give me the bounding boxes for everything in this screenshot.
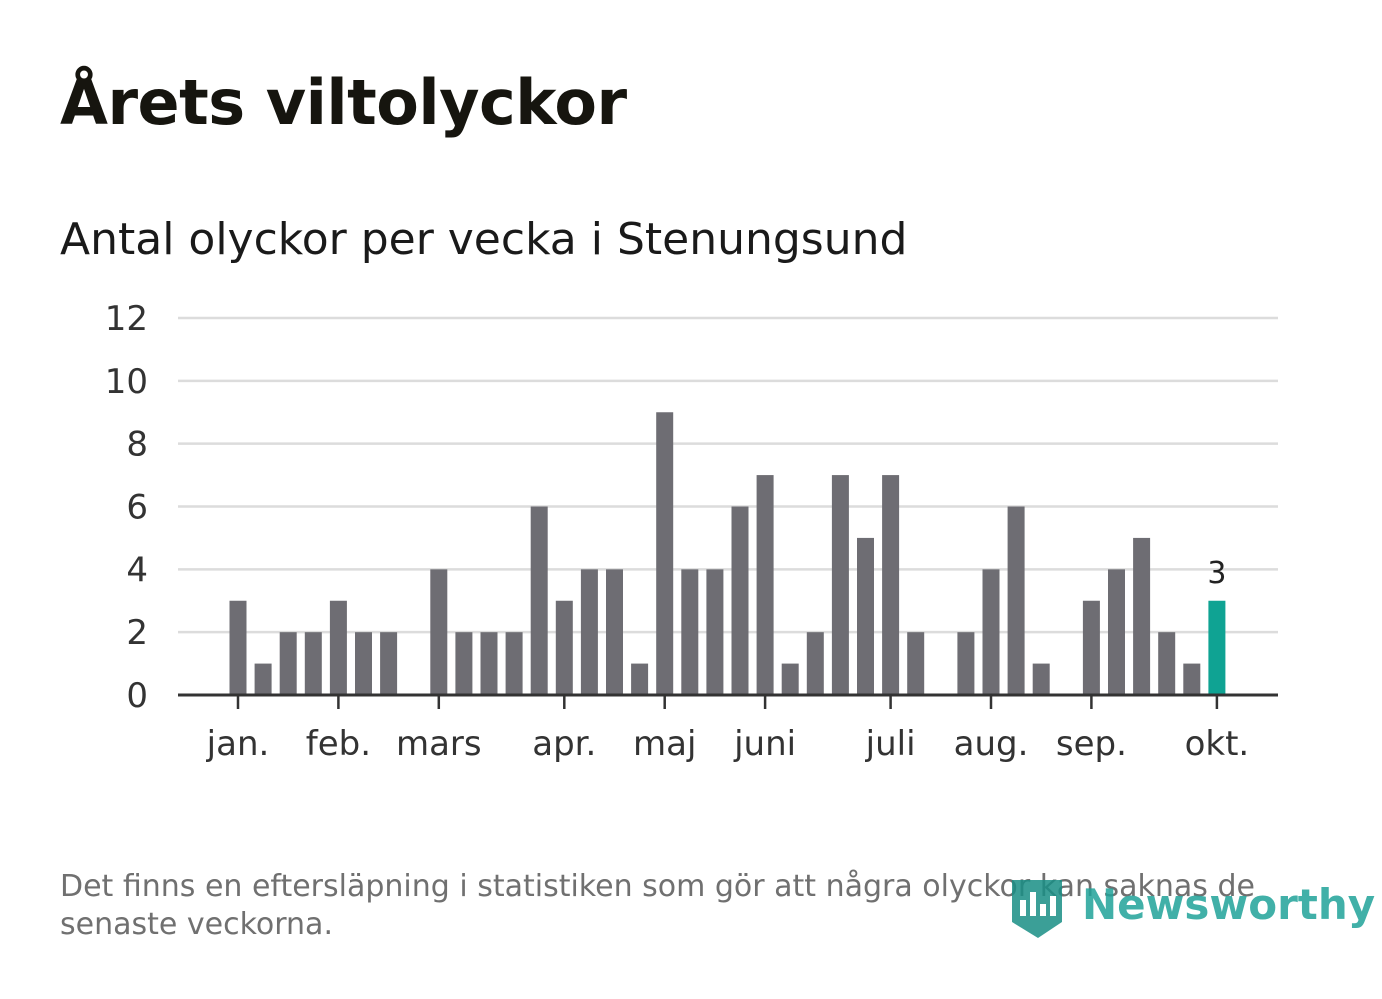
bar <box>254 663 272 695</box>
bar <box>857 537 874 695</box>
bar <box>304 632 322 695</box>
bar-highlight <box>1208 600 1226 695</box>
bar <box>355 632 372 695</box>
bars <box>229 412 1226 695</box>
y-tick-label: 4 <box>126 550 148 590</box>
bar <box>380 632 398 695</box>
x-tick-label: apr. <box>532 724 596 764</box>
newsworthy-logo: Newsworthy <box>1010 878 1375 942</box>
bar <box>756 475 774 695</box>
x-tick-label: jan. <box>206 724 270 764</box>
bar <box>907 632 925 695</box>
bar <box>555 600 573 695</box>
bar <box>580 569 598 695</box>
chart-subtitle: Antal olyckor per vecka i Stenungsund <box>60 214 908 265</box>
logo-text: Newsworthy <box>1082 880 1376 929</box>
bar <box>1133 537 1151 695</box>
bar <box>455 632 473 695</box>
bar <box>781 663 799 695</box>
bar <box>957 632 975 695</box>
x-axis <box>178 693 1278 709</box>
highlight-value-label: 3 <box>1207 556 1226 591</box>
bar <box>982 569 1000 695</box>
bar <box>1158 632 1176 695</box>
bar <box>505 632 523 695</box>
chart-title: Årets viltolyckor <box>60 66 627 139</box>
bar <box>480 632 498 695</box>
bar <box>806 632 824 695</box>
annotations: 3 <box>1207 556 1226 591</box>
y-tick-label: 6 <box>126 488 148 528</box>
x-tick-label: juni <box>733 724 796 764</box>
bar <box>1007 506 1025 695</box>
bar <box>279 632 297 695</box>
y-tick-label: 0 <box>126 676 148 716</box>
x-tick-label: mars <box>396 724 482 764</box>
bar <box>229 600 247 695</box>
bar <box>1032 663 1050 695</box>
x-tick-label: feb. <box>306 724 371 764</box>
y-tick-label: 12 <box>105 299 148 339</box>
bar <box>631 663 649 695</box>
bar <box>530 506 548 695</box>
bar-chart-badge-icon <box>1012 880 1062 938</box>
x-tick-label: maj <box>633 724 696 764</box>
bar <box>706 569 724 695</box>
bar <box>1082 600 1100 695</box>
bar <box>681 569 699 695</box>
bar <box>1108 569 1125 695</box>
x-tick-label: sep. <box>1056 724 1127 764</box>
bar-chart: 0 2 4 6 8 10 12 jan. feb. mars apr. maj juni juli aug… <box>105 299 1278 764</box>
y-tick-label: 2 <box>126 613 148 653</box>
y-axis-labels: 0 2 4 6 8 10 12 <box>105 299 148 716</box>
bar <box>329 600 347 695</box>
bar <box>606 569 623 695</box>
bar <box>656 412 674 695</box>
bar <box>1183 663 1201 695</box>
x-tick-label: aug. <box>954 724 1029 764</box>
bar <box>831 475 849 695</box>
x-tick-label: juli <box>865 724 916 764</box>
bar <box>882 475 900 695</box>
bar <box>430 569 448 695</box>
x-tick-label: okt. <box>1185 724 1250 764</box>
y-tick-label: 8 <box>126 425 148 465</box>
y-tick-label: 10 <box>105 362 148 402</box>
x-axis-labels: jan. feb. mars apr. maj juni juli aug. sep. okt. <box>206 724 1250 764</box>
bar <box>731 506 749 695</box>
